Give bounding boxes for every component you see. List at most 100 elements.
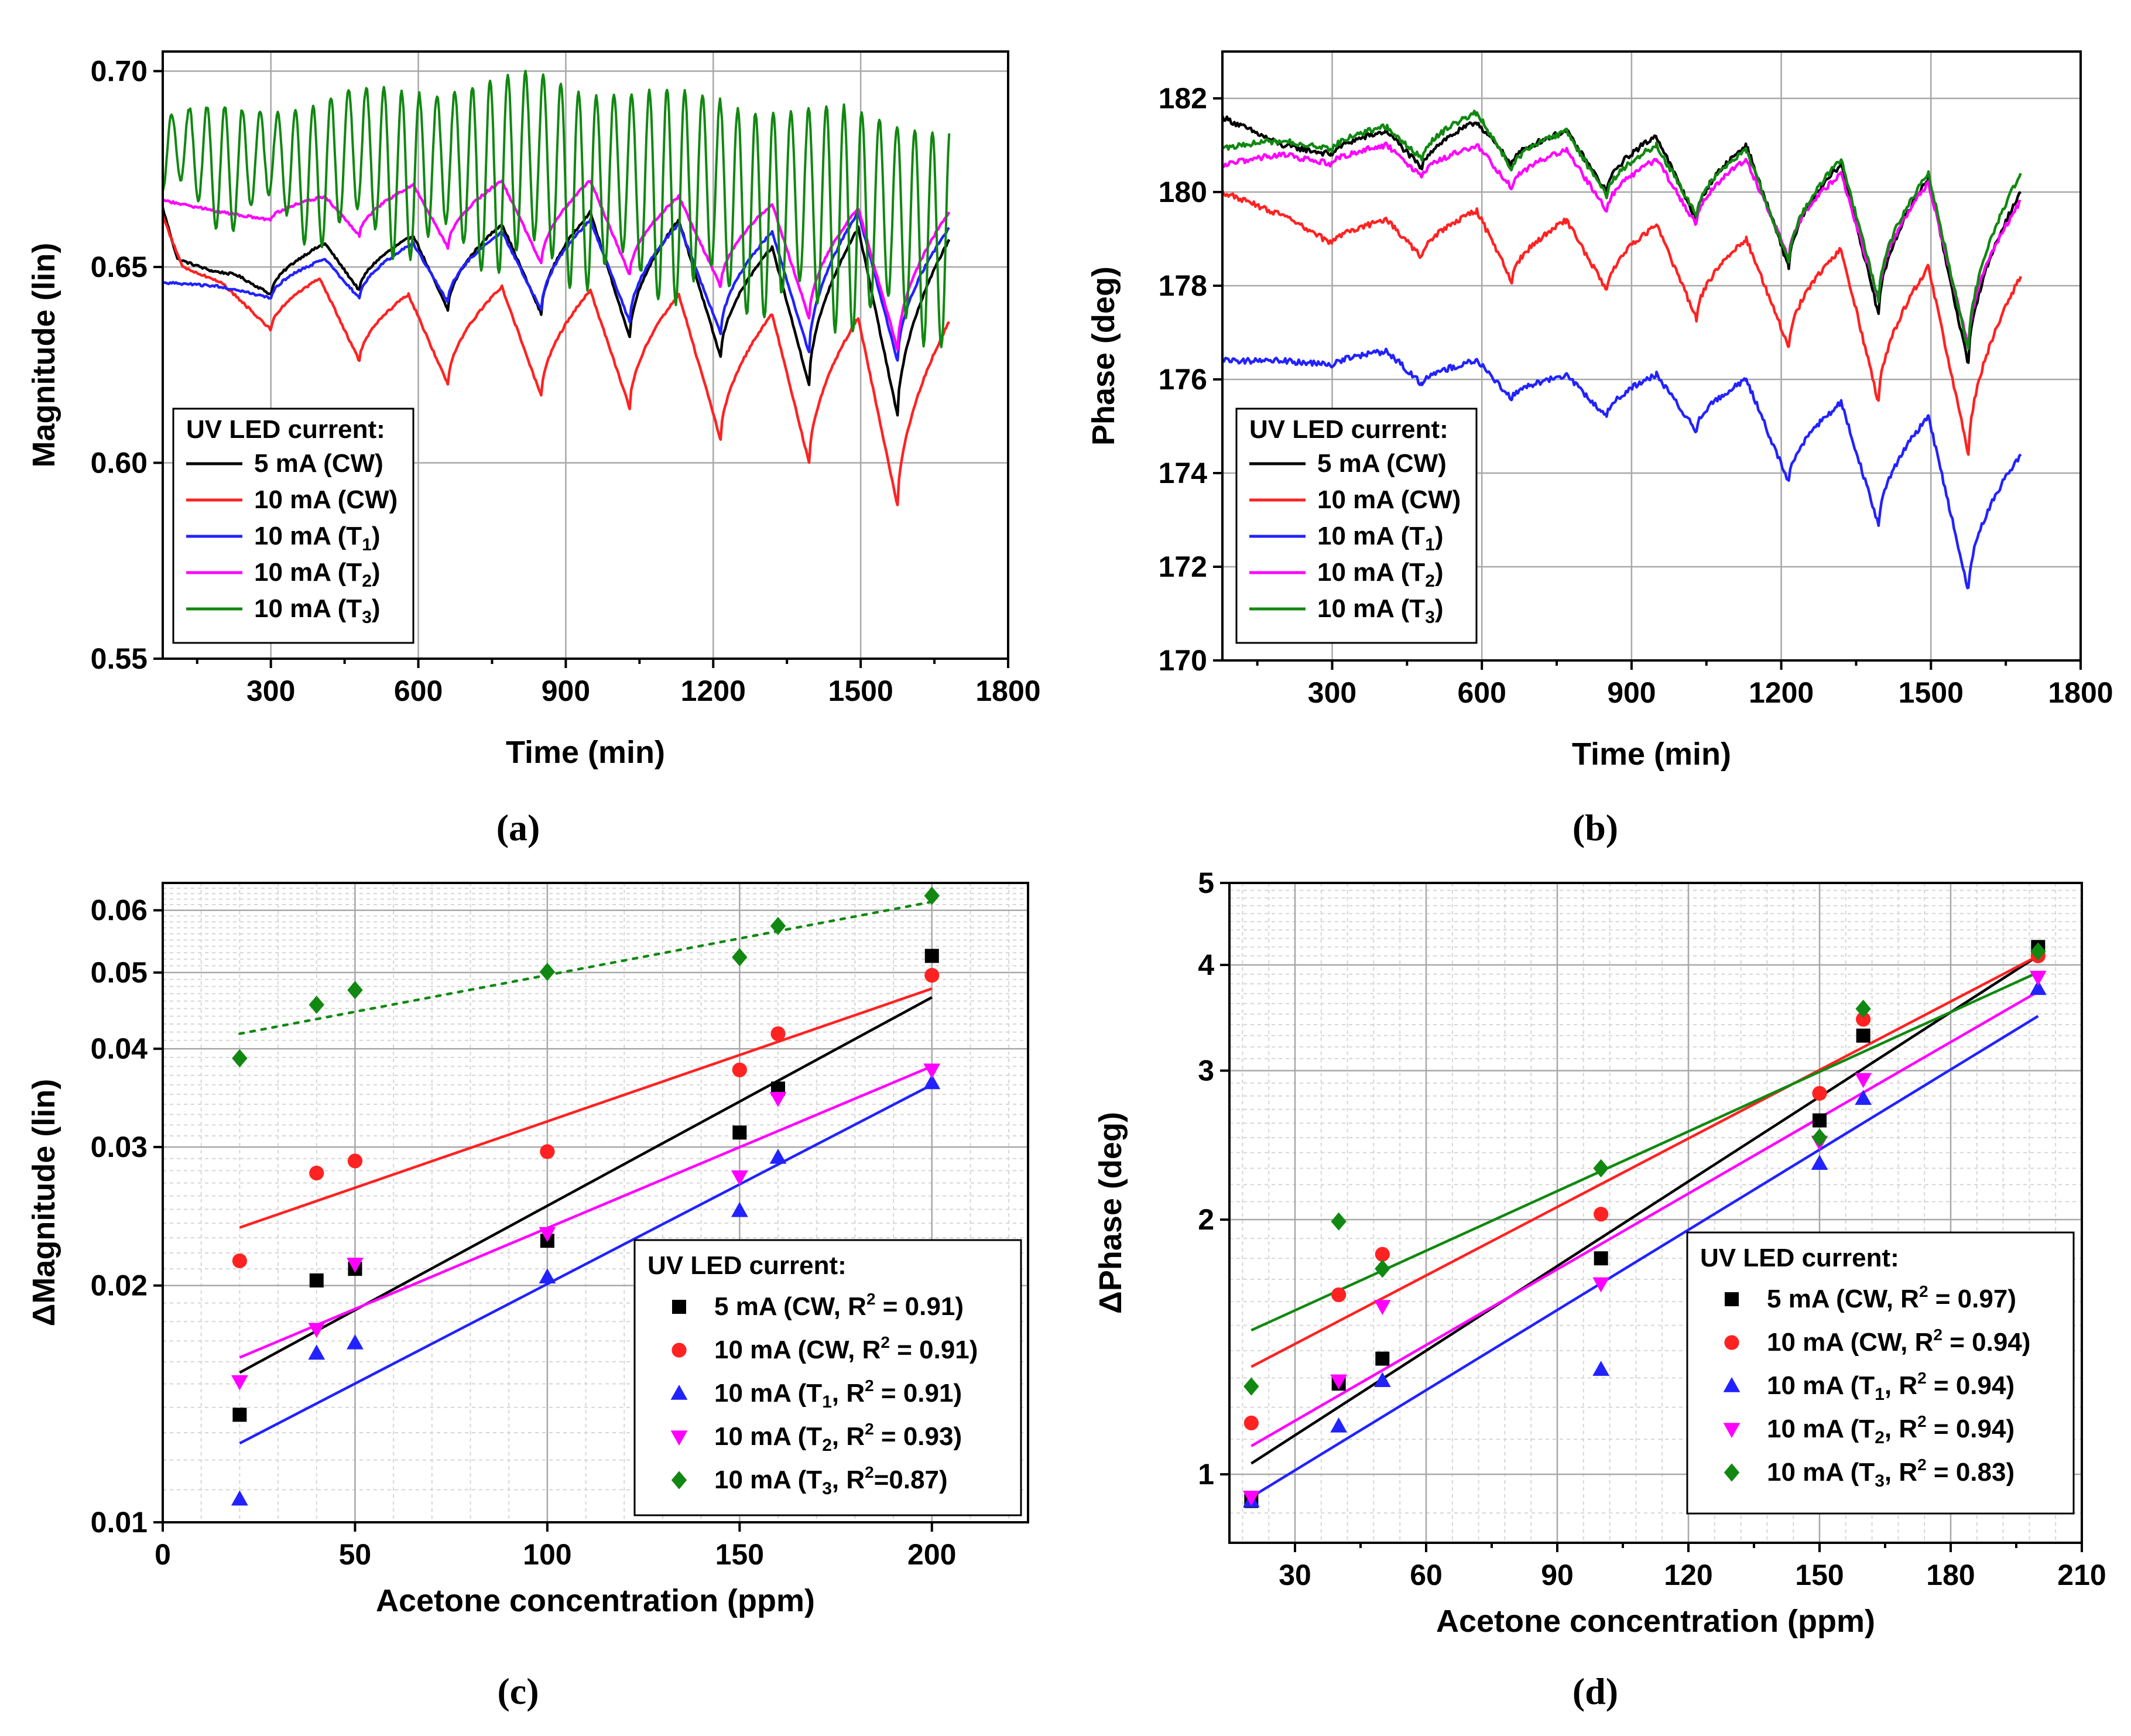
x-tick-label: 150 [1795, 1559, 1844, 1591]
legend-title: UV LED current: [186, 415, 385, 444]
legend-label-subscript: 3 [1875, 1471, 1885, 1491]
legend-label-superscript: 2 [881, 1333, 890, 1351]
legend-label-rest: , R [1885, 1371, 1917, 1400]
y-tick-label: 0.55 [91, 642, 148, 675]
legend-label-superscript: 2 [865, 1420, 874, 1438]
x-tick-label: 90 [1541, 1559, 1574, 1591]
legend-label: 10 mA (T3) [254, 594, 381, 627]
legend-label-name: 10 mA (T [1317, 594, 1425, 623]
y-tick-label: 4 [1198, 949, 1214, 981]
legend-label-r2: = 0.91) [890, 1336, 978, 1364]
data-point-s10t2 [1242, 1491, 1260, 1506]
legend-label-name: 5 mA (CW) [254, 449, 383, 478]
legend-marker-s10t1 [670, 1385, 688, 1400]
panel-label-a: (a) [496, 807, 540, 848]
fit-line-s10t1 [239, 1083, 933, 1445]
data-point-s10t1 [347, 1334, 364, 1350]
data-point-s10t1 [923, 1074, 941, 1090]
y-axis-title: Magnitude (lin) [26, 243, 61, 468]
data-point-s10t2 [1373, 1300, 1391, 1315]
legend-box [1235, 408, 1478, 644]
data-point-s10t1 [539, 1268, 556, 1284]
legend-marker-s10t3 [671, 1471, 687, 1490]
legend-marker-s10cw [671, 1343, 687, 1358]
data-point-s5cw [232, 1408, 247, 1422]
legend-label-superscript: 2 [866, 1290, 876, 1308]
legend-label: 10 mA (T3, R2 = 0.83) [1767, 1456, 2014, 1491]
plot-area [1242, 940, 2047, 1508]
legend: UV LED current:5 mA (CW, R2 = 0.97)10 mA… [1686, 1231, 2075, 1515]
ticks [1220, 882, 2083, 1552]
x-tick-label: 100 [523, 1538, 571, 1571]
ticks [153, 909, 933, 1532]
legend-marker-s10t3 [1724, 1463, 1740, 1482]
legend-label-name: 10 mA (T [1317, 522, 1425, 550]
legend-label-name: 10 mA (CW, R [1767, 1328, 1933, 1357]
y-axis-title: ΔPhase (deg) [1093, 1112, 1128, 1314]
series-line-s5cw [1222, 115, 2022, 364]
x-tick-label: 1800 [975, 674, 1040, 707]
ticks [153, 70, 1009, 668]
panel-label-b: (b) [1572, 807, 1618, 848]
y-tick-label: 174 [1159, 457, 1208, 489]
data-point-s10t2 [1330, 1374, 1348, 1390]
y-tick-label: 0.05 [91, 956, 148, 989]
x-tick-label: 1500 [1899, 676, 1964, 709]
data-point-s10t1 [1592, 1361, 1610, 1376]
legend-label: 10 mA (T2) [254, 558, 381, 591]
data-point-s5cw [309, 1273, 324, 1288]
data-point-s5cw [732, 1125, 747, 1140]
y-tick-label: 0.60 [91, 446, 148, 479]
y-tick-label: 0.06 [91, 894, 148, 927]
plot-area [231, 886, 941, 1506]
legend-label-name: 10 mA (CW) [1317, 485, 1461, 514]
data-point-s10t1 [2029, 980, 2047, 995]
plot-frame [1228, 882, 2083, 1544]
legend-label-subscript: 1 [1875, 1385, 1885, 1404]
x-tick-label: 300 [246, 674, 295, 707]
legend-box [1686, 1231, 2075, 1515]
data-point-s10cw [1594, 1207, 1609, 1222]
legend-marker-s5cw [672, 1300, 686, 1314]
legend-label: 10 mA (T1) [1317, 522, 1444, 554]
legend-label-subscript: 2 [1425, 571, 1435, 591]
legend-label: 10 mA (T2, R2 = 0.93) [714, 1420, 962, 1455]
legend-label: 10 mA (CW) [1317, 485, 1461, 514]
y-tick-label: 3 [1198, 1054, 1214, 1087]
y-axis-title: Phase (deg) [1086, 266, 1121, 446]
data-point-s10t3 [1375, 1259, 1390, 1278]
legend-label: 10 mA (T1, R2 = 0.91) [714, 1377, 962, 1412]
fit-line-s10t1 [1250, 1015, 2039, 1498]
x-tick-label: 30 [1279, 1559, 1311, 1591]
data-point-s10t2 [1592, 1277, 1610, 1293]
legend-label-rest: ) [1435, 522, 1444, 550]
data-point-s10t3 [1855, 999, 1871, 1018]
legend-label: 5 mA (CW) [1317, 449, 1447, 478]
y-tick-label: 1 [1198, 1458, 1214, 1491]
y-tick-label: 0.65 [91, 251, 148, 283]
data-point-s5cw [1594, 1251, 1608, 1266]
data-point-s10cw [1331, 1287, 1347, 1303]
data-point-s10t1 [231, 1490, 248, 1506]
legend-label: 10 mA (CW) [254, 485, 398, 514]
legend-label: 10 mA (T3, R2=0.87) [714, 1463, 948, 1498]
panel-c: 0 50 100 150 200 0.01 0.02 0.03 0.04 0.05 0.06 Acet… [26, 882, 1029, 1618]
legend-label-superscript: 2 [1917, 1369, 1927, 1387]
panel-b: 300 600 900 1200 1500 1800 170 172 174 176 178 180 1… [1086, 50, 2113, 772]
y-tick-label: 182 [1159, 82, 1207, 115]
legend-marker-s5cw [1725, 1292, 1739, 1306]
panel-label-c: (c) [497, 1670, 539, 1712]
y-tick-label: 180 [1159, 176, 1207, 208]
legend-label-rest: , R [1885, 1415, 1917, 1443]
legend-label-name: 5 mA (CW, R [714, 1292, 866, 1321]
x-axis-title: Acetone concentration (ppm) [376, 1583, 815, 1618]
legend-label-r2: = 0.83) [1927, 1458, 2014, 1487]
x-tick-label: 900 [542, 674, 590, 707]
legend-label-rest: ) [1435, 558, 1444, 587]
data-point-s10cw [232, 1253, 247, 1269]
data-point-s10t3 [770, 916, 786, 936]
legend-label-name: 10 mA (T [1767, 1458, 1875, 1487]
data-point-s10cw [1856, 1012, 1871, 1027]
y-tick-label: 176 [1159, 363, 1207, 396]
